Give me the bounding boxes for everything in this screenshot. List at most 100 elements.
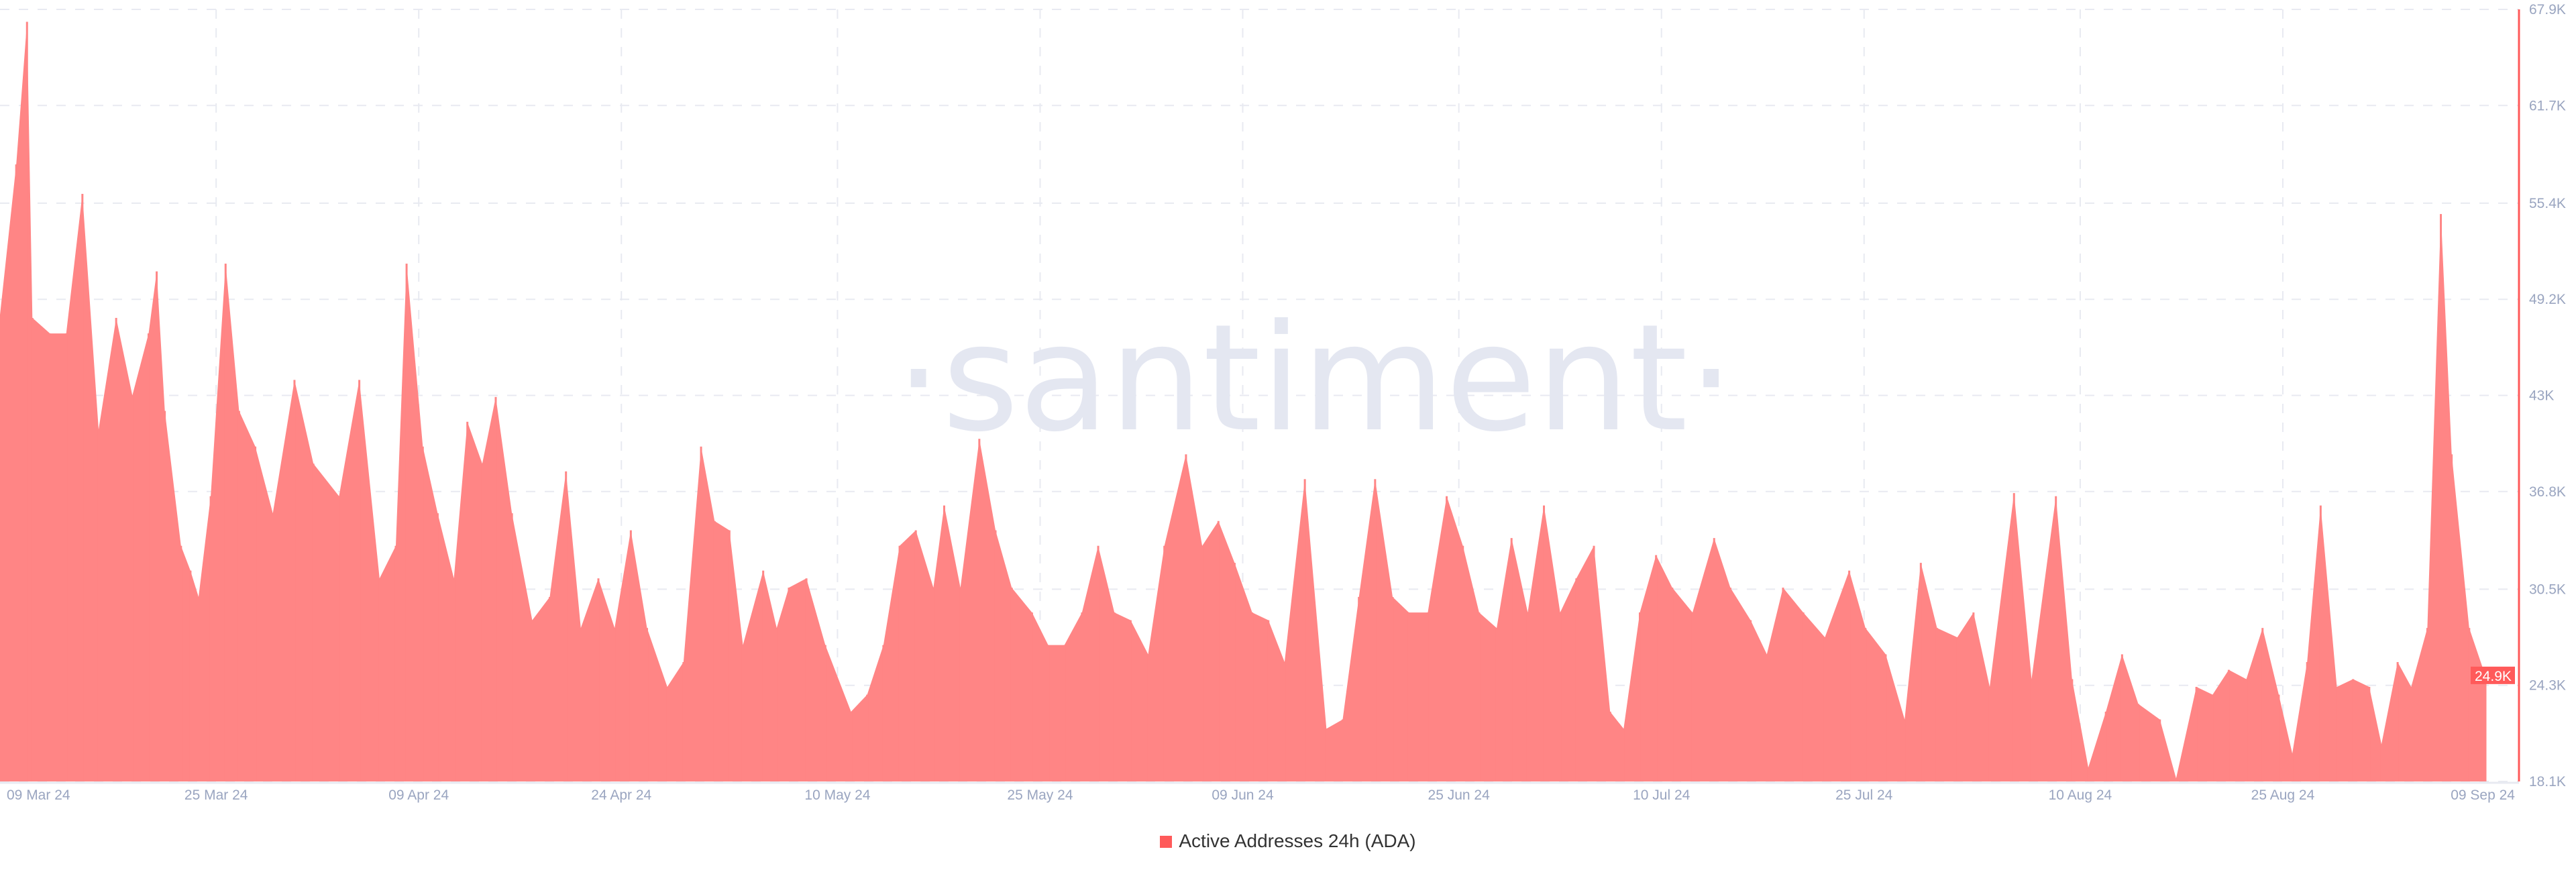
bar <box>580 628 582 781</box>
legend-label: Active Addresses 24h (ADA) <box>1179 830 1416 851</box>
bar <box>2451 454 2453 781</box>
x-tick-label: 09 Apr 24 <box>388 787 449 803</box>
bar <box>613 628 616 781</box>
bar <box>741 645 744 781</box>
y-tick-label: 18.1K <box>2529 774 2566 789</box>
y-tick-labels: 67.9K 61.7K 55.4K 49.2K 43K 36.8K 30.5K 24.3K 18… <box>2529 2 2566 789</box>
bar <box>115 317 117 781</box>
current-value-badge: 24.9K <box>2471 666 2515 684</box>
bar <box>1543 505 1546 781</box>
bar <box>358 380 361 781</box>
bar <box>2159 719 2161 781</box>
bar <box>65 333 68 782</box>
bar <box>312 464 315 781</box>
bar <box>728 530 731 781</box>
bar <box>2352 679 2355 781</box>
bar <box>2468 628 2471 781</box>
bar <box>197 596 200 781</box>
bar <box>1609 711 1611 781</box>
bar <box>1575 578 1578 781</box>
bar <box>1622 728 1625 781</box>
x-tick-label: 24 Apr 24 <box>591 787 651 803</box>
bar <box>850 711 853 781</box>
bar <box>1972 612 1975 781</box>
bar <box>31 317 34 781</box>
y-tick-label: 30.5K <box>2529 582 2566 597</box>
bar <box>2012 493 2015 781</box>
y-tick-label: 36.8K <box>2529 484 2566 500</box>
bar <box>1495 628 1498 781</box>
bar <box>209 496 212 781</box>
bar <box>394 545 397 781</box>
bar <box>1655 555 1658 781</box>
y-tick-label: 49.2K <box>2529 292 2566 307</box>
current-value-badge-bg <box>2471 666 2515 684</box>
bar <box>2396 662 2399 781</box>
x-tick-label: 09 Mar 24 <box>7 787 70 803</box>
x-tick-labels: 09 Mar 24 25 Mar 24 09 Apr 24 24 Apr 24 10 M… <box>7 787 2515 803</box>
legend-swatch <box>1160 836 1173 848</box>
bar <box>978 439 981 781</box>
x-tick-label: 25 May 24 <box>1007 787 1073 803</box>
bar <box>2336 687 2339 781</box>
x-tick-label: 10 May 24 <box>804 787 870 803</box>
bar <box>531 620 533 781</box>
bar <box>629 530 632 781</box>
bar <box>666 687 669 781</box>
y-tick-label: 61.7K <box>2529 98 2566 113</box>
bar <box>1956 637 1959 781</box>
series-area <box>0 21 2485 781</box>
x-tick-label: 25 Mar 24 <box>184 787 248 803</box>
bar <box>2410 687 2412 781</box>
legend[interactable]: Active Addresses 24h (ADA) <box>0 830 2576 852</box>
bar <box>1988 687 1991 781</box>
bar <box>805 578 808 781</box>
bar <box>1407 612 1410 781</box>
bar <box>421 446 424 781</box>
bar <box>1750 620 1752 781</box>
bar <box>97 429 100 781</box>
bar <box>494 396 497 781</box>
x-tick-label: 25 Jul 24 <box>1835 787 1893 803</box>
bar <box>1374 479 1377 781</box>
bar <box>824 645 826 781</box>
y-tick-label: 43K <box>2529 388 2554 404</box>
bar <box>2195 687 2198 781</box>
bar <box>147 333 150 782</box>
bar <box>1113 612 1116 781</box>
bar <box>2368 687 2371 781</box>
bar <box>713 521 716 781</box>
x-tick-label: 09 Sep 24 <box>2451 787 2515 803</box>
x-tick-label: 25 Jun 24 <box>1428 787 1491 803</box>
bar <box>1047 645 1050 781</box>
bar <box>2277 694 2280 781</box>
bar <box>959 588 962 781</box>
bar <box>762 570 765 781</box>
bar <box>2030 679 2033 781</box>
bar <box>2071 679 2074 781</box>
x-tick-label: 09 Jun 24 <box>1212 787 1274 803</box>
bar <box>2319 505 2322 781</box>
bar <box>1864 628 1867 781</box>
bar <box>1848 570 1851 781</box>
current-value-label: 24.9K <box>2475 669 2512 684</box>
bar <box>1919 563 1922 781</box>
bar <box>646 628 649 781</box>
bar <box>1185 454 1187 781</box>
bar <box>1358 596 1360 781</box>
bar <box>466 421 469 781</box>
bar <box>2175 778 2178 781</box>
bar <box>1147 654 1150 781</box>
bar <box>2055 496 2057 781</box>
bar <box>1478 612 1481 781</box>
bar <box>254 446 257 781</box>
bar <box>436 513 439 781</box>
bar <box>1030 612 1033 781</box>
bar <box>1163 545 1166 781</box>
bar <box>597 578 600 781</box>
x-tick-label: 10 Aug 24 <box>2049 787 2112 803</box>
bar <box>2426 628 2428 781</box>
bar <box>682 662 685 781</box>
bar <box>293 380 296 781</box>
